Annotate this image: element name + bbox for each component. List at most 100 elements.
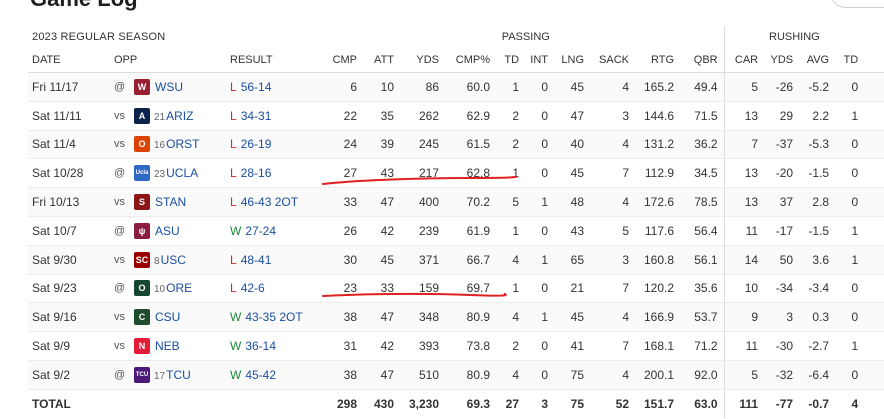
opponent-cell: @ Ucla 23UCLA [110, 158, 226, 189]
passing-stat-cmp-pct: 62.8 [445, 158, 497, 189]
passing-stat-cmp: 22 [328, 101, 364, 131]
game-score-link[interactable]: 43-35 2OT [245, 310, 303, 325]
rushing-group-header: RUSHING [723, 26, 865, 48]
game-score-link[interactable]: 42-6 [240, 281, 265, 296]
team-logo-icon[interactable]: C [134, 309, 150, 326]
team-logo-icon[interactable]: ψ [134, 222, 150, 239]
game-date: Sat 10/7 [28, 216, 110, 246]
passing-stat-int: 1 [525, 302, 555, 333]
passing-stat-lng: 45 [554, 158, 591, 189]
team-logo-icon[interactable]: N [134, 338, 150, 355]
venue-indicator: @ [114, 224, 126, 237]
game-score-link[interactable]: 56-14 [240, 79, 272, 94]
column-header-pass-qbr[interactable]: QBR [680, 48, 725, 73]
opponent-team-link[interactable]: USC [160, 252, 186, 267]
game-rows: Fri 11/17 @ W WSU L 56-14 6 10 86 60.0 1 0 45 4 165.2 4… [28, 72, 884, 390]
passing-stat-yds: 393 [400, 331, 446, 361]
column-header-pass-cmp-pct[interactable]: CMP% [445, 48, 497, 73]
game-score-link[interactable]: 48-41 [240, 252, 272, 267]
rushing-stat-car: 5 [723, 360, 765, 390]
opponent-cell: vs SC 8USC [110, 245, 226, 275]
game-score-link[interactable]: 46-43 2OT [240, 195, 299, 210]
opponent-team-link[interactable]: WSU [155, 79, 183, 94]
rushing-stat-avg: 2.8 [799, 187, 836, 217]
rushing-stat-td: 1 [835, 101, 865, 131]
passing-stat-int: 0 [525, 331, 555, 361]
game-score-link[interactable]: 27-24 [245, 223, 277, 238]
column-header-pass-lng[interactable]: LNG [554, 48, 591, 73]
game-score-link[interactable]: 34-31 [240, 108, 272, 123]
opponent-team-link[interactable]: ORE [166, 281, 193, 296]
column-header-pass-td[interactable]: TD [496, 48, 526, 73]
passing-stat-td: 2 [496, 101, 526, 131]
opponent-team-link[interactable]: UCLA [166, 166, 199, 181]
top-control-button[interactable] [830, 0, 884, 8]
passing-stat-cmp-pct: 66.7 [445, 245, 497, 275]
team-logo-icon[interactable]: O [134, 280, 150, 297]
passing-stat-att: 10 [363, 72, 401, 102]
passing-stat-qbr: 71.2 [680, 331, 725, 361]
passing-stat-rtg: 144.6 [635, 101, 681, 131]
game-score-link[interactable]: 28-16 [240, 166, 272, 181]
rushing-stat-avg: -5.2 [799, 72, 836, 102]
column-header-pass-sack[interactable]: SACK [590, 48, 636, 73]
passing-stat-cmp-pct: 80.9 [445, 360, 497, 390]
opponent-cell: vs C CSU [110, 302, 226, 333]
total-blank-opp [110, 388, 226, 418]
opponent-team-link[interactable]: ARIZ [166, 108, 194, 123]
passing-stat-td: 4 [496, 302, 526, 333]
passing-stat-rtg: 117.6 [635, 216, 681, 246]
opponent-team-link[interactable]: CSU [155, 310, 181, 325]
column-header-pass-cmp[interactable]: CMP [328, 48, 364, 73]
passing-stat-att: 47 [363, 187, 401, 217]
opponent-team-link[interactable]: ASU [155, 223, 180, 238]
extra-cell [864, 101, 884, 131]
passing-stat-att: 45 [363, 245, 401, 275]
total-rushing-td: 4 [835, 388, 865, 418]
team-logo-icon[interactable]: A [134, 107, 150, 124]
passing-stat-cmp-pct: 73.8 [445, 331, 497, 361]
rushing-stat-yds: -37 [764, 130, 800, 160]
column-header-rush-car[interactable]: CAR [723, 48, 765, 73]
rushing-stat-yds: 3 [764, 302, 800, 333]
team-logo-icon[interactable]: S [134, 194, 150, 211]
column-header-rush-avg[interactable]: AVG [799, 48, 836, 73]
passing-stat-lng: 40 [554, 130, 591, 160]
opponent-team-link[interactable]: NEB [155, 339, 180, 354]
column-header-rush-td[interactable]: TD [835, 48, 865, 73]
team-logo-icon[interactable]: SC [134, 251, 150, 268]
passing-stat-lng: 21 [554, 274, 591, 304]
passing-stat-yds: 217 [400, 158, 446, 189]
column-header-pass-rtg[interactable]: RTG [635, 48, 681, 73]
passing-stat-rtg: 166.9 [635, 302, 681, 333]
team-logo-icon[interactable]: W [134, 78, 150, 95]
column-header-pass-yds[interactable]: YDS [400, 48, 446, 73]
result-cell: L 48-41 [226, 245, 329, 275]
rushing-stat-avg: 3.6 [799, 245, 836, 275]
opponent-team-link[interactable]: TCU [166, 367, 191, 382]
game-score-link[interactable]: 26-19 [240, 137, 272, 152]
result-indicator: W [230, 339, 242, 354]
opponent-cell: vs A 21ARIZ [110, 101, 226, 131]
team-logo-icon[interactable]: O [134, 136, 150, 153]
rushing-stat-yds: -32 [764, 360, 800, 390]
team-logo-icon[interactable]: Ucla [134, 165, 150, 182]
opponent-team-link[interactable]: STAN [155, 195, 187, 210]
game-score-link[interactable]: 36-14 [245, 339, 277, 354]
game-score-link[interactable]: 45-42 [245, 367, 277, 382]
result-cell: L 46-43 2OT [226, 187, 329, 217]
passing-stat-int: 0 [525, 274, 555, 304]
opponent-team-link[interactable]: ORST [166, 137, 200, 152]
table-row: Sat 10/28 @ Ucla 23UCLA L 28-16 27 43 217 62.8 1 0 4… [28, 158, 884, 189]
passing-stat-sack: 7 [590, 331, 636, 361]
passing-stat-int: 0 [525, 72, 555, 102]
column-header-pass-int[interactable]: INT [525, 48, 555, 73]
column-header-pass-att[interactable]: ATT [363, 48, 401, 73]
column-header-result: RESULT [226, 48, 329, 73]
column-header-rush-yds[interactable]: YDS [764, 48, 800, 73]
passing-stat-sack: 7 [590, 274, 636, 304]
team-logo-icon[interactable]: TCU [134, 366, 150, 383]
rushing-stat-car: 11 [723, 331, 765, 361]
passing-stat-lng: 45 [554, 72, 591, 102]
passing-stat-cmp: 30 [328, 245, 364, 275]
